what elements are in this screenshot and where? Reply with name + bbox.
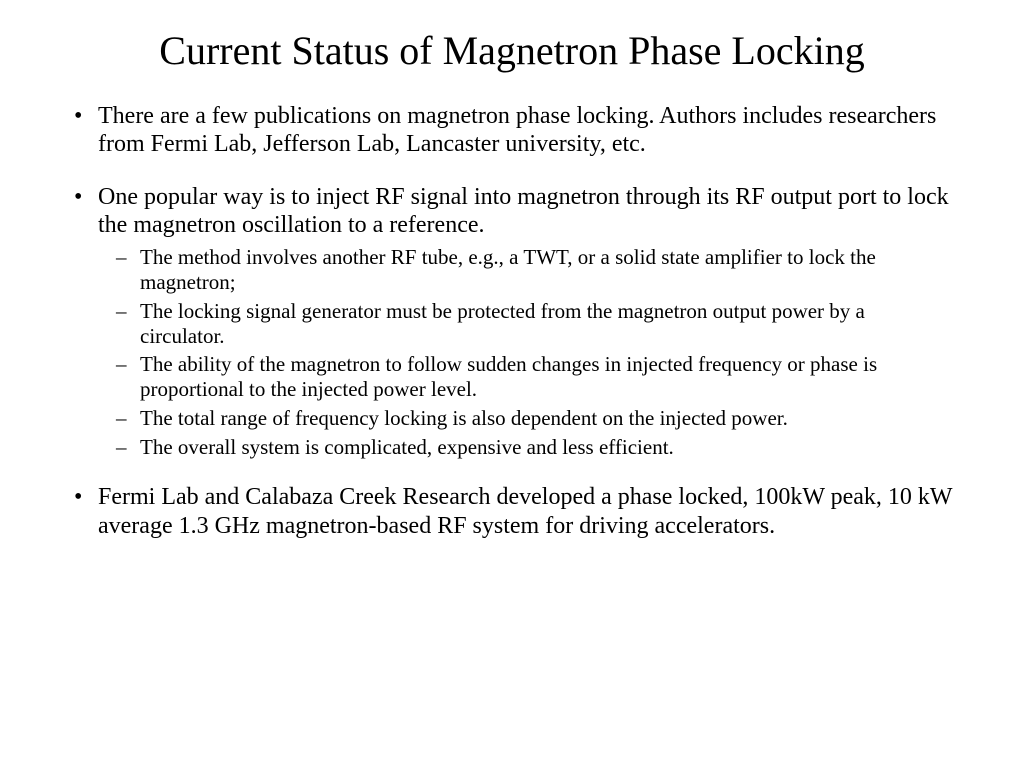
bullet-text: The total range of frequency locking is … <box>140 406 788 430</box>
bullet-text: The ability of the magnetron to follow s… <box>140 352 877 401</box>
bullet-list: There are a few publications on magnetro… <box>70 102 954 540</box>
bullet-text: Fermi Lab and Calabaza Creek Research de… <box>98 484 952 538</box>
bullet-text: The locking signal generator must be pro… <box>140 299 865 348</box>
list-item: The ability of the magnetron to follow s… <box>140 352 954 402</box>
sub-bullet-list: The method involves another RF tube, e.g… <box>98 245 954 459</box>
slide: Current Status of Magnetron Phase Lockin… <box>0 0 1024 768</box>
bullet-text: The method involves another RF tube, e.g… <box>140 245 876 294</box>
bullet-text: The overall system is complicated, expen… <box>140 435 674 459</box>
slide-title: Current Status of Magnetron Phase Lockin… <box>70 28 954 74</box>
bullet-text: One popular way is to inject RF signal i… <box>98 184 949 238</box>
list-item: One popular way is to inject RF signal i… <box>98 183 954 460</box>
list-item: Fermi Lab and Calabaza Creek Research de… <box>98 483 954 540</box>
list-item: The overall system is complicated, expen… <box>140 435 954 460</box>
list-item: The total range of frequency locking is … <box>140 406 954 431</box>
bullet-text: There are a few publications on magnetro… <box>98 103 936 157</box>
list-item: There are a few publications on magnetro… <box>98 102 954 159</box>
list-item: The locking signal generator must be pro… <box>140 299 954 349</box>
list-item: The method involves another RF tube, e.g… <box>140 245 954 295</box>
